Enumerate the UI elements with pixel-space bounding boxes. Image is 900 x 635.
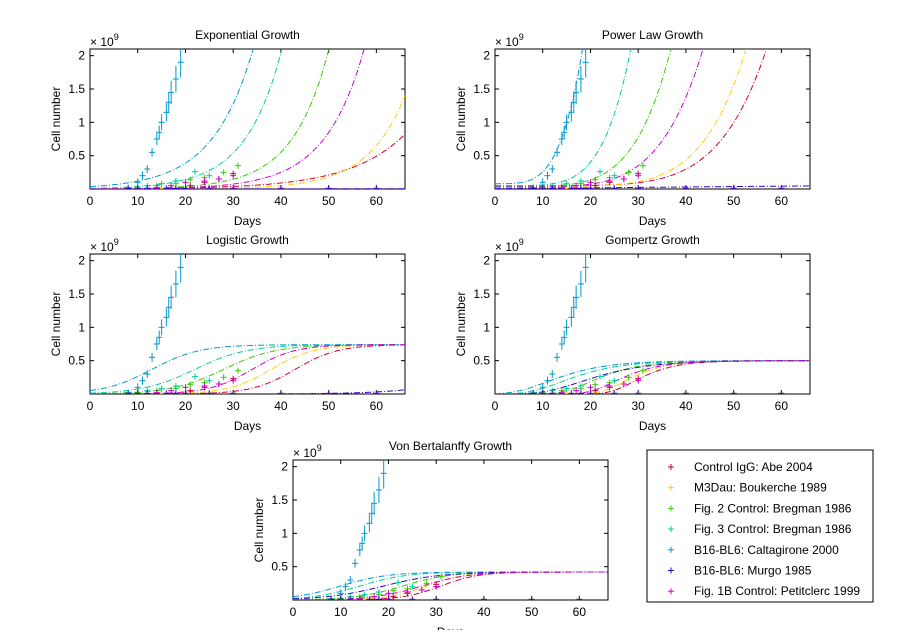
x-axis-label: Days (639, 419, 666, 433)
x-tick-label: 10 (334, 605, 348, 619)
panel-title: Gompertz Growth (605, 233, 700, 247)
y-tick-label: 1.5 (68, 82, 85, 96)
panel-title: Logistic Growth (206, 233, 289, 247)
y-axis-label: Cell number (49, 292, 63, 357)
y-axis-label: Cell number (454, 87, 468, 152)
y-tick-label: 1.5 (473, 82, 490, 96)
x-tick-label: 50 (727, 399, 741, 413)
x-tick-label: 0 (290, 605, 297, 619)
x-tick-label: 60 (573, 605, 587, 619)
x-axis-label: Days (437, 625, 464, 630)
x-tick-label: 20 (179, 399, 193, 413)
y-multiplier-label: × 109 (90, 237, 119, 254)
y-tick-label: 1 (78, 115, 85, 129)
x-tick-label: 20 (584, 194, 598, 208)
x-axis-label: Days (234, 214, 261, 228)
x-tick-label: 30 (632, 399, 646, 413)
y-tick-label: 2 (281, 460, 288, 474)
y-tick-label: 0.5 (473, 149, 490, 163)
x-axis-label: Days (639, 214, 666, 228)
legend: Control IgG: Abe 2004 M3Dau: Boukerche 19… (647, 450, 873, 602)
y-tick-label: 1 (78, 320, 85, 334)
x-tick-label: 50 (322, 194, 336, 208)
x-tick-label: 60 (370, 194, 384, 208)
x-tick-label: 60 (775, 399, 789, 413)
y-tick-label: 0.5 (473, 354, 490, 368)
panel-logistic: Logistic Growth × 109 0 10 20 30 40 50 60 0.5 1 1.5… (49, 233, 405, 433)
x-tick-label: 0 (492, 194, 499, 208)
y-tick-label: 0.5 (68, 354, 85, 368)
y-tick-label: 2 (78, 254, 85, 268)
y-tick-label: 2 (483, 254, 490, 268)
panel-title: Von Bertalanffy Growth (389, 439, 512, 453)
y-axis-label: Cell number (454, 292, 468, 357)
x-tick-label: 10 (536, 399, 550, 413)
x-tick-label: 60 (775, 194, 789, 208)
x-axis-label: Days (234, 419, 261, 433)
x-tick-label: 40 (477, 605, 491, 619)
x-tick-label: 30 (227, 399, 241, 413)
y-tick-label: 1.5 (473, 287, 490, 301)
y-multiplier-label: × 109 (90, 32, 119, 49)
y-axis-label: Cell number (252, 498, 266, 563)
y-tick-label: 2 (483, 49, 490, 63)
plot-area (495, 254, 810, 394)
x-tick-label: 50 (727, 194, 741, 208)
panel-exp: Exponential Growth × 109 0 10 20 30 40 50 60 0.5 1… (49, 7, 405, 228)
panel-title: Exponential Growth (195, 28, 300, 42)
legend-entry: Control IgG: Abe 2004 (694, 460, 813, 474)
x-tick-label: 10 (131, 194, 145, 208)
x-tick-label: 30 (227, 194, 241, 208)
panel-vonbert: Von Bertalanffy Growth × 109 0 10 20 30 40 50 60… (252, 439, 608, 630)
x-tick-label: 50 (322, 399, 336, 413)
y-tick-label: 1.5 (271, 493, 288, 507)
legend-entry: Fig. 1B Control: Petitclerc 1999 (694, 584, 860, 598)
x-tick-label: 40 (274, 194, 288, 208)
x-tick-label: 0 (492, 399, 499, 413)
y-multiplier-label: × 109 (495, 32, 524, 49)
x-tick-label: 10 (536, 194, 550, 208)
y-multiplier-label: × 109 (495, 237, 524, 254)
y-tick-label: 0.5 (271, 560, 288, 574)
x-tick-label: 60 (370, 399, 384, 413)
y-tick-label: 1 (483, 115, 490, 129)
panel-power: Power Law Growth × 109 0 10 20 30 40 50 60 0.5 1 1.… (454, 7, 810, 228)
y-tick-label: 1 (483, 320, 490, 334)
y-multiplier-label: × 109 (293, 443, 322, 460)
legend-entry: B16-BL6: Caltagirone 2000 (694, 543, 839, 557)
x-tick-label: 40 (274, 399, 288, 413)
y-tick-label: 0.5 (68, 149, 85, 163)
legend-entry: M3Dau: Boukerche 1989 (694, 481, 827, 495)
x-tick-label: 40 (679, 194, 693, 208)
x-tick-label: 0 (87, 399, 94, 413)
y-tick-label: 1.5 (68, 287, 85, 301)
y-tick-label: 2 (78, 49, 85, 63)
plot-area (90, 254, 405, 394)
legend-entry: Fig. 3 Control: Bregman 1986 (694, 522, 852, 536)
panel-title: Power Law Growth (602, 28, 703, 42)
y-tick-label: 1 (281, 526, 288, 540)
plot-area (495, 49, 810, 189)
x-tick-label: 20 (382, 605, 396, 619)
x-tick-label: 30 (430, 605, 444, 619)
x-tick-label: 50 (525, 605, 539, 619)
legend-entry: B16-BL6: Murgo 1985 (694, 564, 812, 578)
x-tick-label: 30 (632, 194, 646, 208)
y-axis-label: Cell number (49, 87, 63, 152)
x-tick-label: 20 (584, 399, 598, 413)
x-tick-label: 20 (179, 194, 193, 208)
legend-entry: Fig. 2 Control: Bregman 1986 (694, 501, 852, 515)
x-tick-label: 10 (131, 399, 145, 413)
x-tick-label: 40 (679, 399, 693, 413)
x-tick-label: 0 (87, 194, 94, 208)
panel-gompertz: Gompertz Growth × 109 0 10 20 30 40 50 60 0.5 1 1.5… (454, 233, 810, 433)
